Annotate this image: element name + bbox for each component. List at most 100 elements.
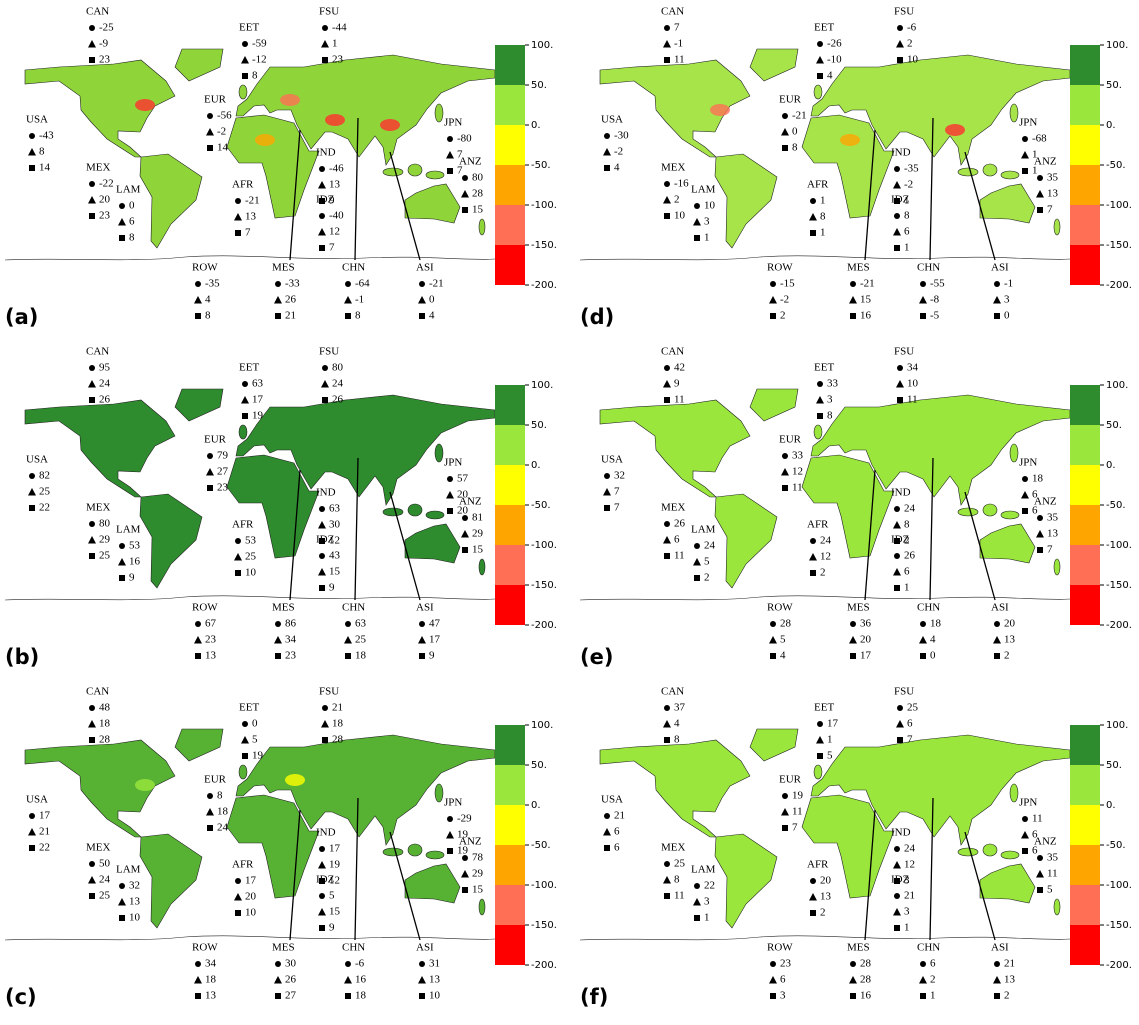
marker-circle	[770, 281, 776, 287]
marker-square	[894, 878, 900, 884]
marker-circle	[894, 893, 900, 899]
marker-circle	[850, 621, 856, 627]
colorbar-label: -50.	[531, 840, 551, 851]
region-value: 21	[332, 702, 343, 714]
region-value: 78	[472, 852, 484, 864]
marker-circle	[1022, 816, 1028, 822]
region-value: -21	[245, 195, 260, 207]
region-value: 17	[252, 394, 264, 406]
marker-circle	[447, 476, 453, 482]
region-name: MES	[847, 602, 870, 614]
leader-line	[289, 469, 301, 601]
region-name: IND	[316, 827, 336, 839]
marker-triangle	[206, 808, 214, 816]
region-value: 11	[674, 890, 685, 902]
region-value: -10	[827, 54, 842, 66]
marker-circle	[89, 705, 95, 711]
marker-triangle	[769, 296, 777, 304]
region-name: EET	[814, 362, 834, 374]
region-value: 10	[245, 567, 257, 579]
region-value: 24	[820, 535, 832, 547]
marker-triangle	[1036, 530, 1044, 538]
region-value: 33	[827, 378, 839, 390]
colorbar-band	[1070, 85, 1100, 125]
marker-triangle	[274, 976, 282, 984]
region-value: 18	[217, 806, 229, 818]
marker-circle	[235, 538, 241, 544]
region-value: 5	[780, 634, 786, 646]
region-value: 1	[904, 922, 910, 934]
marker-square	[604, 845, 610, 851]
colorbar-label: -100.	[531, 880, 557, 891]
region-value: 1	[827, 734, 833, 746]
panel: 100. 50. 0. -50. -100. -150. -200. CAN 95 24 26 EET…	[4, 346, 557, 669]
panel: 100.50.0.-50.-100.-150.-200.CAN7-111EET-…	[579, 6, 1132, 329]
marker-square	[207, 485, 213, 491]
marker-circle	[604, 813, 610, 819]
region-name: ASI	[991, 942, 1009, 954]
marker-circle	[207, 793, 213, 799]
region-name: ANZ	[459, 156, 482, 168]
marker-circle	[604, 473, 610, 479]
leader-line	[389, 491, 421, 601]
marker-circle	[207, 453, 213, 459]
map-spot	[135, 99, 155, 111]
marker-circle	[782, 113, 788, 119]
marker-triangle	[893, 861, 901, 869]
region-value: 2	[780, 310, 786, 322]
marker-square	[207, 825, 213, 831]
marker-circle	[1022, 476, 1028, 482]
region-value: 7	[614, 486, 620, 498]
marker-square	[1022, 508, 1028, 514]
marker-triangle	[318, 568, 326, 576]
region-value: 5	[827, 750, 833, 762]
marker-square	[817, 753, 823, 759]
region-value: 22	[39, 502, 50, 514]
region-value: -59	[252, 38, 267, 50]
region-value: 23	[99, 210, 111, 222]
region-value: 28	[780, 618, 792, 630]
region-value: 6	[129, 216, 135, 228]
region-value: 6	[614, 842, 620, 854]
region-value: -33	[285, 278, 300, 290]
region-value: 10	[704, 200, 716, 212]
region-name: LAM	[691, 864, 716, 876]
map-spot	[255, 134, 275, 146]
region-value: 13	[1004, 974, 1016, 986]
region-value: 29	[99, 534, 111, 546]
region-value: 34	[907, 362, 919, 374]
region-name: CAN	[86, 6, 109, 18]
marker-square	[897, 57, 903, 63]
region-name: USA	[601, 794, 623, 806]
region-value: 36	[860, 618, 872, 630]
colorbar-band	[1070, 45, 1100, 85]
marker-triangle	[118, 558, 126, 566]
marker-square	[319, 925, 325, 931]
region-value: -68	[1032, 133, 1047, 145]
region-value: 25	[245, 551, 257, 563]
region-value: 26	[332, 394, 344, 406]
leader-line	[354, 457, 359, 601]
region-value: 6	[780, 974, 786, 986]
region-value: -64	[355, 278, 370, 290]
marker-square	[195, 313, 201, 319]
marker-square	[664, 737, 670, 743]
region-name: LAM	[691, 184, 716, 196]
region-value: 21	[904, 890, 915, 902]
colorbar-label: 0.	[531, 120, 541, 131]
region-name: FSU	[319, 6, 339, 18]
marker-circle	[850, 281, 856, 287]
marker-triangle	[769, 976, 777, 984]
colorbar-label: -100.	[1106, 880, 1132, 891]
marker-triangle	[663, 536, 671, 544]
marker-triangle	[194, 636, 202, 644]
marker-square	[604, 165, 610, 171]
region-value: 8	[904, 210, 910, 222]
region-value: -40	[329, 210, 344, 222]
region-name: IND	[891, 147, 911, 159]
colorbar-label: -200.	[531, 280, 557, 291]
marker-circle	[897, 705, 903, 711]
region-value: 30	[285, 958, 297, 970]
marker-triangle	[663, 40, 671, 48]
region-value: 0	[129, 200, 135, 212]
